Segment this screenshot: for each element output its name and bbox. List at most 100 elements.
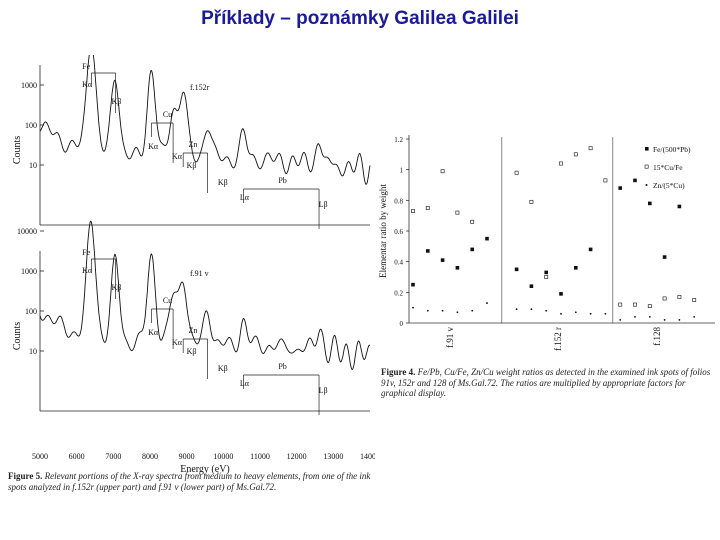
scatter-y-axis-label: Elementar ratio by weight — [378, 184, 388, 278]
spectrum-y-axis-label: Counts — [12, 136, 23, 164]
spectrum-peak-label: Fe — [82, 62, 90, 71]
spectrum-y-axis-label: Counts — [12, 322, 23, 350]
scatter-point — [514, 267, 519, 272]
spectrum-peak-label: Pb — [278, 176, 286, 185]
figure-5-text: Relevant portions of the X-ray spectra f… — [8, 471, 371, 492]
scatter-y-tick-label: 1 — [400, 167, 404, 175]
spectrum-y-tick-label: 100 — [25, 307, 37, 316]
spectrum-peak-label: Lβ — [319, 386, 328, 395]
scatter-point — [545, 309, 548, 312]
spectrum-peak-label: Fe — [82, 248, 90, 257]
scatter-point — [618, 186, 622, 190]
scatter-point — [588, 247, 593, 252]
spectrum-panel-2: 10000 1000 100 10 Counts f.91 v Fe Kα Kβ Cu Kα Zn Kα… — [12, 220, 371, 415]
scatter-point — [485, 236, 489, 241]
spectrum-peak-label: Cu — [163, 110, 172, 119]
slide-title: Příklady – poznámky Galilea Galilei — [201, 8, 519, 29]
spectrum-y-tick-label: 1000 — [21, 267, 37, 276]
scatter-point — [633, 302, 637, 307]
spectrum-y-tick-label: 100 — [25, 121, 37, 130]
spectrum-peak-label: Kα — [82, 266, 93, 275]
scatter-point — [648, 201, 652, 206]
scatter-point — [677, 204, 682, 209]
scatter-y-tick-label: 0.8 — [394, 197, 403, 205]
spectrum-x-tick-label: 14000 — [360, 452, 375, 461]
scatter-point — [455, 210, 460, 215]
scatter-point — [559, 161, 563, 166]
spectrum-peak-label: Kα — [82, 80, 93, 89]
scatter-point — [648, 315, 651, 318]
figure-5-label: Figure 5. — [8, 471, 43, 481]
scatter-point — [560, 312, 562, 315]
legend-marker — [645, 147, 649, 151]
scatter-point — [455, 266, 460, 270]
scatter-y-tick-label: 0.2 — [394, 289, 403, 297]
spectrum-peak-label: Kα — [148, 328, 159, 337]
scatter-point — [411, 282, 415, 287]
scatter-point — [693, 315, 696, 318]
scatter-point — [425, 206, 430, 210]
spectrum-peak-label: Kα — [172, 338, 183, 347]
spectrum-peak-label: Cu — [163, 296, 172, 305]
spectrum-peak-label: Lα — [240, 193, 250, 202]
spectrum-curve — [39, 55, 371, 186]
legend-marker — [645, 184, 648, 186]
spectrum-y-tick-label: 1000 — [21, 81, 37, 90]
scatter-point — [515, 308, 518, 311]
xray-spectra-figure: 10000 1000 100 10 Counts f.152r Fe Kα Kβ Cu Kα Zn Kα… — [12, 55, 375, 475]
scatter-point — [647, 304, 652, 309]
spectrum-x-tick-label: 7000 — [105, 452, 121, 461]
spectrum-y-tick-label: 10000 — [17, 227, 37, 236]
spectrum-peak-label: Pb — [278, 362, 286, 371]
scatter-point — [544, 270, 548, 275]
spectrum-peak-label: Kα — [148, 142, 159, 151]
scatter-point — [662, 296, 667, 301]
scatter-group-label: f.91 v — [445, 327, 455, 348]
scatter-point — [440, 169, 445, 174]
scatter-group-label: f.128 — [652, 327, 662, 346]
spectrum-x-tick-label: 8000 — [142, 452, 158, 461]
spectrum-peak-label: Kα — [172, 152, 183, 161]
spectrum-x-tick-label: 6000 — [69, 452, 85, 461]
spectrum-peak-label: Kβ — [187, 161, 197, 170]
scatter-point — [619, 319, 622, 321]
scatter-point — [486, 302, 488, 304]
spectrum-peak-label: Lα — [240, 379, 250, 388]
spectrum-x-tick-label: 5000 — [32, 452, 48, 461]
scatter-point — [574, 311, 577, 314]
scatter-point — [544, 275, 549, 279]
scatter-point — [678, 319, 681, 321]
scatter-point — [456, 311, 459, 314]
scatter-y-tick-label: 1.2 — [394, 136, 403, 144]
ratio-scatter-figure: 0 0.2 0.4 0.6 0.8 1 1.2 Elementar ratio by weig… — [378, 135, 715, 351]
spectrum-peak-label: Zn — [189, 326, 198, 335]
scatter-point — [412, 306, 414, 309]
spectrum-y-tick-label: 10 — [29, 161, 37, 170]
scatter-series-1 — [411, 178, 682, 296]
scatter-group-label: f.152 r — [553, 327, 563, 351]
spectrum-curve — [39, 220, 371, 371]
spectrum-panel-1: 10000100010010Countsf.152rFeKαKβCuKαZnKα… — [12, 55, 371, 229]
spectrum-peak-label: Kβ — [112, 97, 122, 106]
spectrum-x-tick-label: 9000 — [179, 452, 195, 461]
scatter-point — [529, 199, 534, 204]
figure-4-label: Figure 4. — [381, 367, 416, 377]
spectrum-peak-label: Lβ — [319, 200, 328, 209]
scatter-point — [588, 146, 593, 151]
spectrum-x-tick-label: 13000 — [323, 452, 343, 461]
scatter-point — [559, 292, 563, 296]
spectrum-x-tick-label: 10000 — [213, 452, 233, 461]
spectrum-peak-label: Zn — [189, 140, 198, 149]
spectrum-peak-label: Kβ — [187, 347, 197, 356]
figure-4-caption: Figure 4. Fe/Pb, Cu/Fe, Zn/Cu weight rat… — [381, 367, 716, 399]
scatter-point — [574, 266, 578, 270]
spectrum-peak-label: Kβ — [218, 364, 228, 373]
scatter-point — [529, 284, 534, 288]
scatter-point — [573, 152, 578, 157]
scatter-point — [662, 255, 667, 259]
scatter-point — [634, 315, 636, 318]
scatter-series-2 — [411, 146, 697, 309]
figure-5-caption: Figure 5. Relevant portions of the X-ray… — [8, 471, 373, 492]
scatter-point — [633, 178, 637, 183]
spectrum-panel-label: f.152r — [190, 83, 210, 92]
